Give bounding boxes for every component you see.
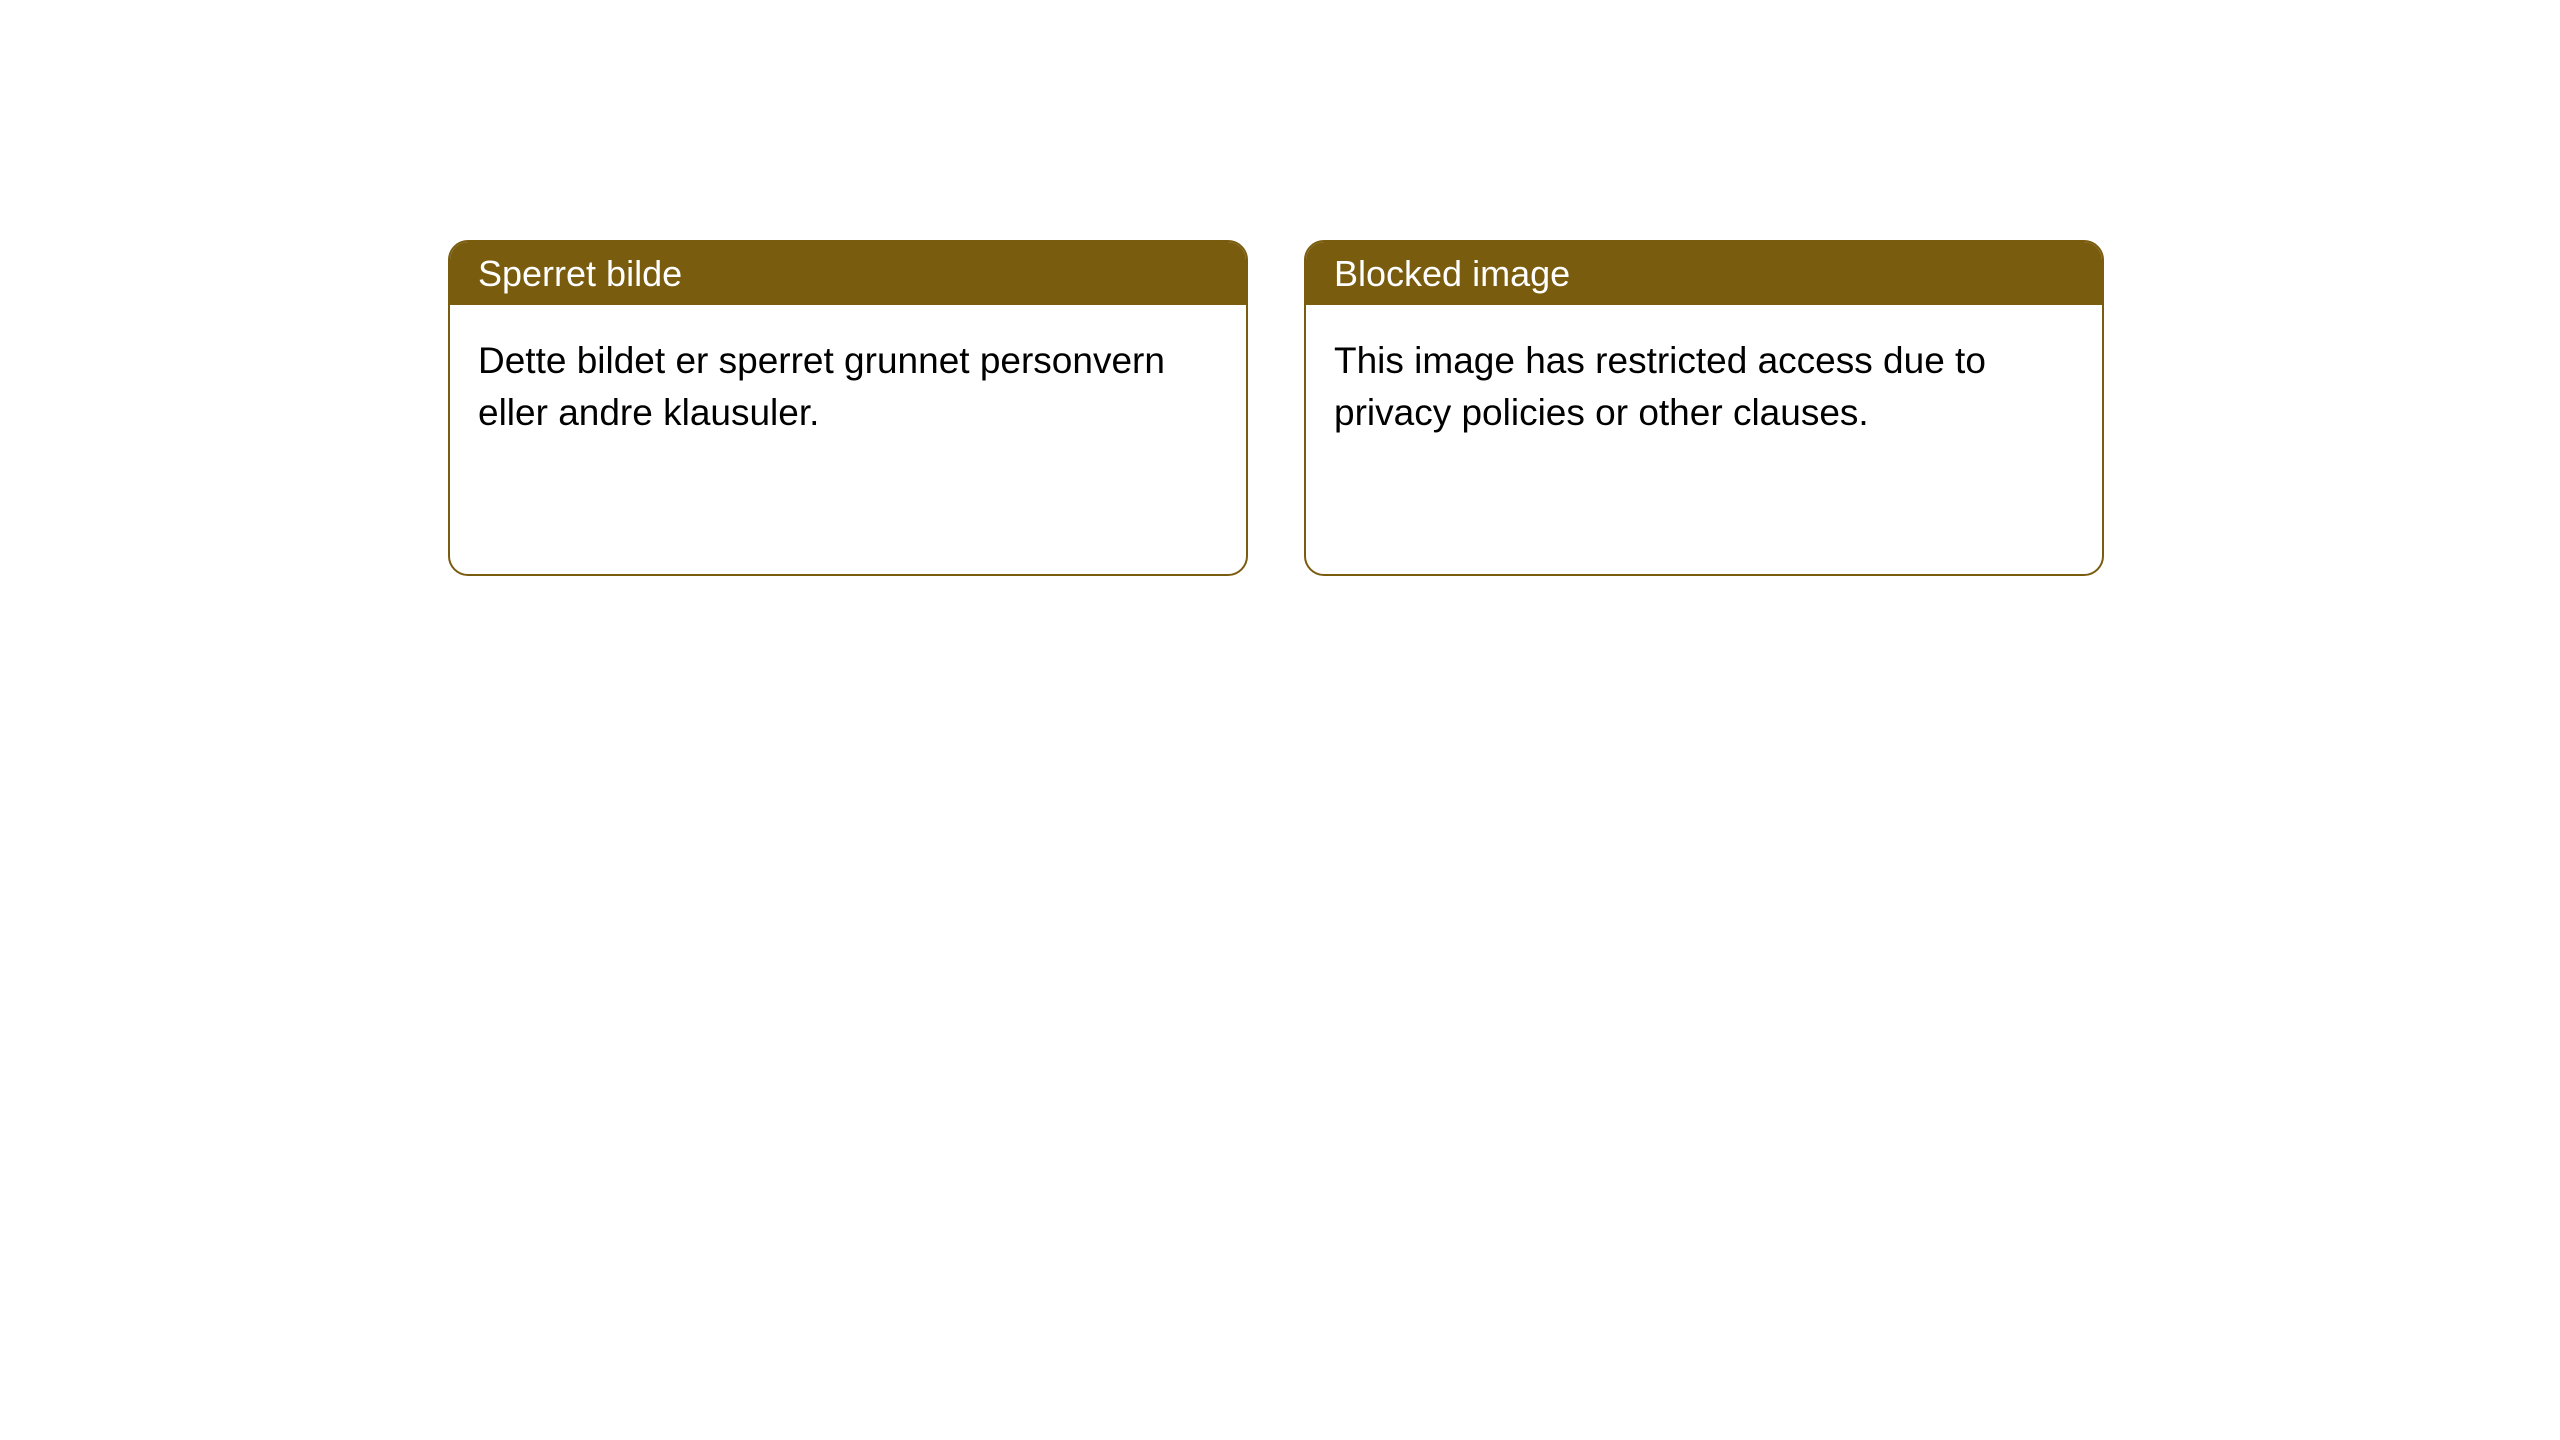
card-header: Blocked image bbox=[1306, 242, 2102, 305]
cards-container: Sperret bilde Dette bildet er sperret gr… bbox=[0, 0, 2560, 576]
blocked-image-card-en: Blocked image This image has restricted … bbox=[1304, 240, 2104, 576]
card-body: Dette bildet er sperret grunnet personve… bbox=[450, 305, 1246, 469]
blocked-image-card-no: Sperret bilde Dette bildet er sperret gr… bbox=[448, 240, 1248, 576]
card-header: Sperret bilde bbox=[450, 242, 1246, 305]
card-body: This image has restricted access due to … bbox=[1306, 305, 2102, 469]
